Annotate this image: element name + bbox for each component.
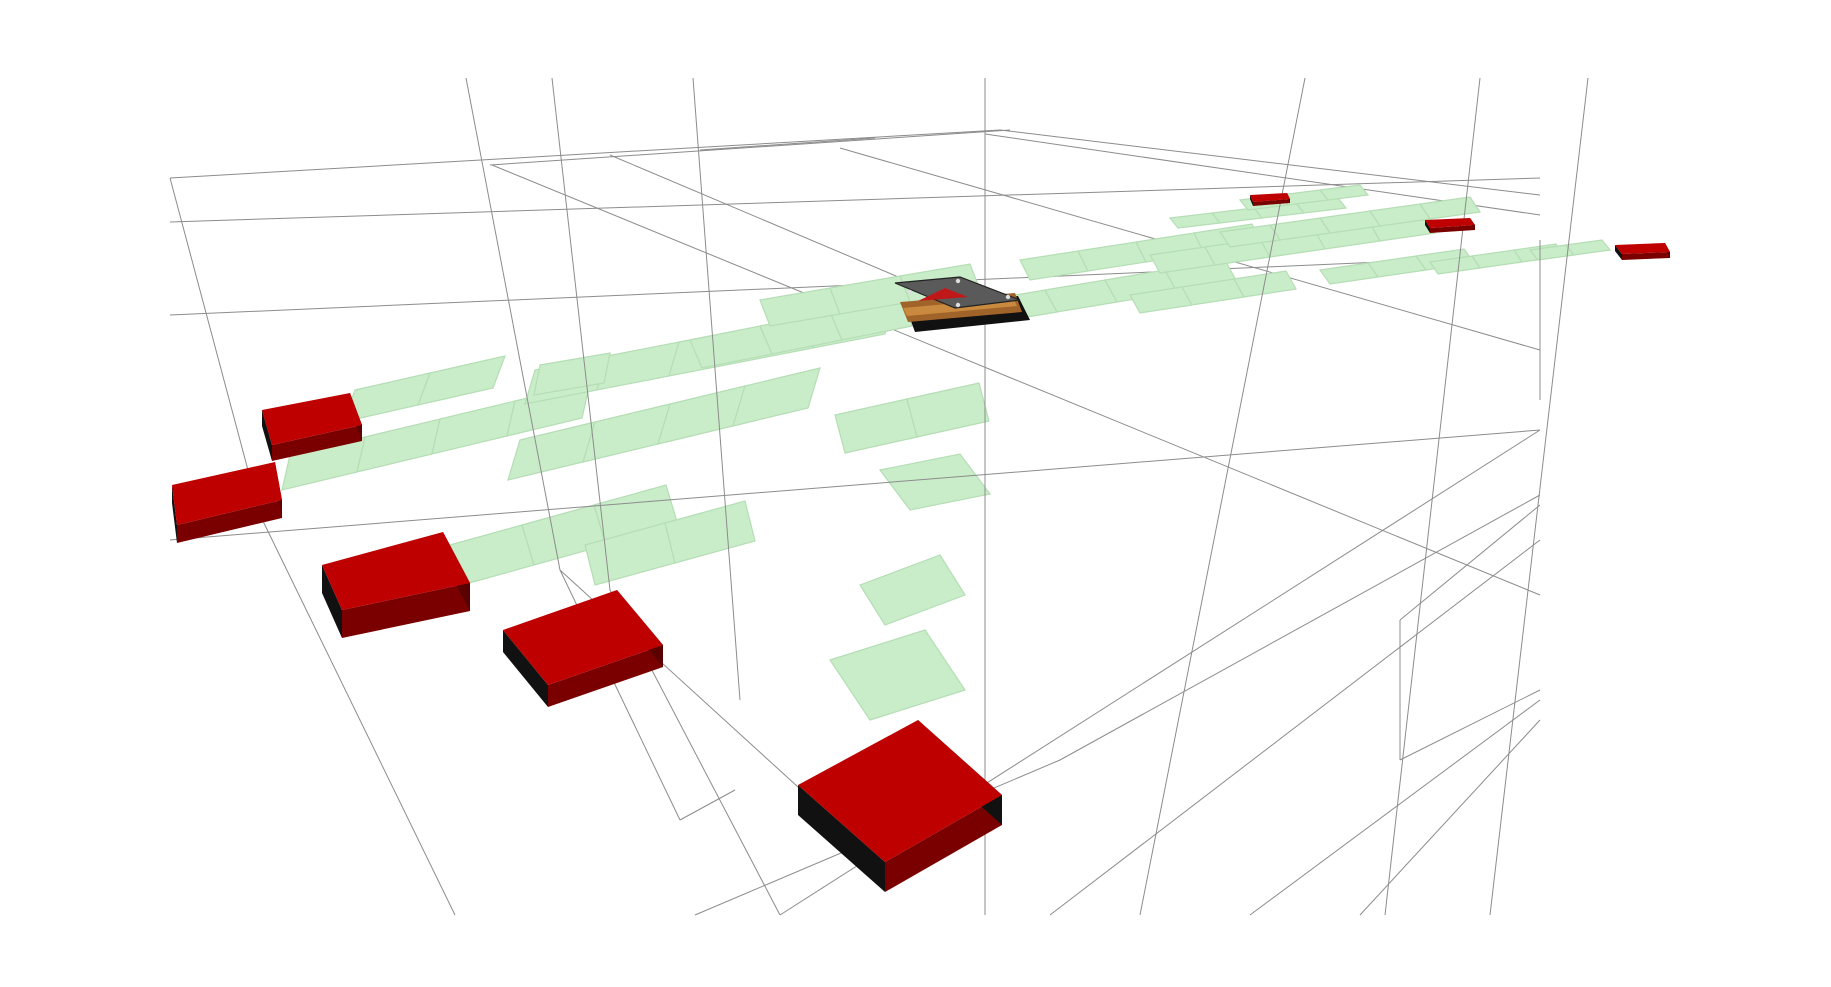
grid-line xyxy=(1049,539,1541,916)
robot-heading-marker xyxy=(918,288,968,301)
path-tile xyxy=(1318,262,1380,285)
grid-line xyxy=(1399,504,1541,621)
path-tile xyxy=(1044,279,1118,313)
path-tile xyxy=(1318,184,1370,201)
path-tile xyxy=(859,554,966,626)
obstacle-block xyxy=(322,532,470,638)
path-tile xyxy=(834,398,918,454)
block-left-face xyxy=(1425,220,1430,233)
path-tile xyxy=(878,453,992,511)
block-left-face xyxy=(798,785,885,892)
path-tile xyxy=(1470,249,1524,269)
obstacle-block xyxy=(503,590,663,707)
block-front-face xyxy=(272,425,362,461)
grid-line xyxy=(699,137,876,151)
block-front-face xyxy=(177,500,282,543)
obstacle-block xyxy=(1250,193,1290,206)
grid-line xyxy=(491,164,1541,596)
path-tile xyxy=(1077,241,1147,272)
robot-bolt xyxy=(955,302,961,308)
block-front-face xyxy=(1430,225,1475,233)
path-tile xyxy=(1418,196,1482,220)
block-front-face xyxy=(1253,199,1290,206)
path-tile xyxy=(657,385,746,445)
obstacle-block xyxy=(1425,218,1475,233)
grid-line xyxy=(169,129,1001,179)
obstacle-block xyxy=(172,462,282,543)
block-top-face xyxy=(172,462,282,525)
block-front-face xyxy=(548,645,663,707)
path-tile xyxy=(1168,212,1222,229)
grid-line xyxy=(169,177,261,516)
grid-line xyxy=(1399,689,1541,761)
grid-line xyxy=(1384,77,1481,916)
grid-line xyxy=(999,129,1541,196)
obstacle-block xyxy=(262,393,362,461)
grid-line xyxy=(1249,699,1541,916)
path-tile xyxy=(582,403,671,463)
block-top-face xyxy=(262,393,362,445)
path-tile xyxy=(689,325,773,369)
grid-line xyxy=(1489,77,1589,916)
path-tile xyxy=(417,355,506,406)
robot-bolt xyxy=(907,289,913,295)
robot-bolt xyxy=(1005,294,1011,300)
grid-line xyxy=(679,789,736,821)
grid-line xyxy=(692,77,741,701)
grid-line xyxy=(259,514,456,916)
obstacle-block xyxy=(1615,243,1670,260)
block-top-face xyxy=(503,590,663,685)
path-tile xyxy=(596,341,680,391)
block-left-face xyxy=(322,565,342,638)
grid-line xyxy=(465,77,561,571)
grid-line xyxy=(1359,719,1541,916)
robot[interactable] xyxy=(894,276,1030,332)
path-tile xyxy=(1210,207,1264,224)
block-left-face xyxy=(1615,245,1622,260)
grid-line xyxy=(489,129,1011,166)
path-tile xyxy=(431,400,516,455)
grid-near-layer xyxy=(169,77,1589,916)
block-top-face xyxy=(322,532,470,610)
block-front-face xyxy=(342,583,470,638)
path-tile xyxy=(664,500,756,564)
block-left-face xyxy=(172,485,177,543)
path-tile xyxy=(1564,239,1612,256)
robot-top-plate xyxy=(894,276,1021,309)
path-tiles-layer xyxy=(281,184,1612,721)
block-front-face xyxy=(885,795,1002,892)
block-top-face xyxy=(798,720,1002,862)
path-tile xyxy=(732,367,821,427)
block-left-face xyxy=(1250,195,1253,206)
path-tile xyxy=(1366,255,1428,278)
obstacle-block xyxy=(798,720,1002,892)
path-tile xyxy=(533,352,611,396)
block-left-face xyxy=(262,410,272,461)
obstacle-blocks-layer xyxy=(172,193,1670,892)
path-tile xyxy=(829,629,966,721)
block-top-face xyxy=(1250,193,1290,202)
block-front-face xyxy=(1622,252,1670,260)
grid-line xyxy=(551,77,611,591)
path-tile xyxy=(356,418,441,473)
path-tile xyxy=(906,382,990,438)
grid-line xyxy=(169,429,1541,541)
grid-line xyxy=(1139,77,1306,916)
robot-bolt xyxy=(955,278,961,284)
grid-line xyxy=(1059,494,1541,761)
grid-line xyxy=(169,177,1541,223)
block-top-face xyxy=(1425,218,1475,228)
block-top-face xyxy=(1615,243,1670,254)
path-tile xyxy=(1233,270,1297,298)
block-left-face xyxy=(503,630,548,707)
